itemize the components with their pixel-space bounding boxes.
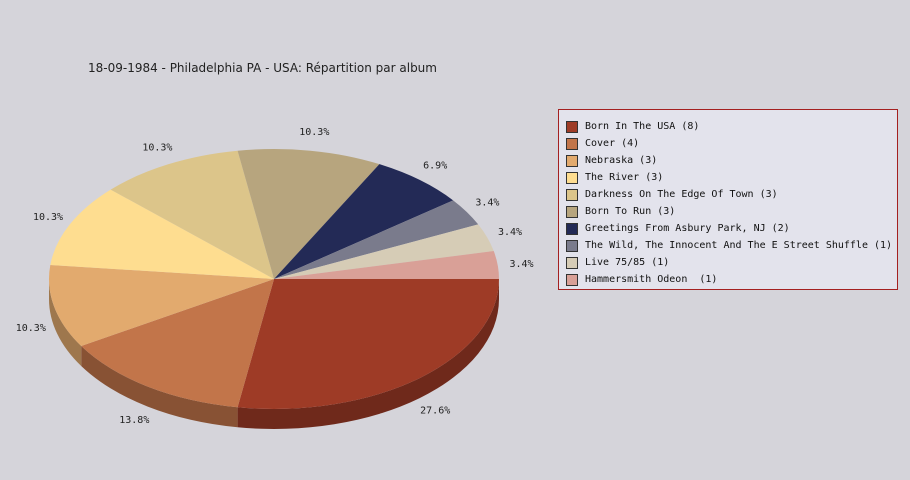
legend-swatch xyxy=(566,205,578,218)
pie-percent-label: 6.9% xyxy=(423,161,447,172)
pie-labels: 27.6% 13.8% 10.3% 10.3% 10.3% 10.3% 6.9% 3.4% 3.… xyxy=(16,127,534,426)
legend-item: Darkness On The Edge Of Town (3) xyxy=(566,186,897,203)
legend-item: Greetings From Asbury Park, NJ (2) xyxy=(566,220,897,237)
legend-item: The River (3) xyxy=(566,169,897,186)
legend-label: Born In The USA (8) xyxy=(585,121,700,132)
legend-swatch xyxy=(566,256,578,269)
legend-swatch xyxy=(566,154,578,167)
legend-item: Cover (4) xyxy=(566,135,897,152)
legend-swatch xyxy=(566,222,578,235)
legend-swatch xyxy=(566,188,578,201)
pie-percent-label: 13.8% xyxy=(119,415,149,426)
pie-slices xyxy=(48,149,499,409)
pie-slice-7 xyxy=(274,200,479,279)
pie-slice-2 xyxy=(48,264,274,347)
legend-item: Live 75/85 (1) xyxy=(566,254,897,271)
legend-swatch xyxy=(566,137,578,150)
pie-side-1 xyxy=(81,346,238,428)
pie-percent-label: 3.4% xyxy=(498,227,522,238)
pie-slice-8 xyxy=(274,224,494,279)
pie-slice-3 xyxy=(50,189,275,279)
pie-slice-0 xyxy=(237,279,499,409)
legend-label: Greetings From Asbury Park, NJ (2) xyxy=(585,223,790,234)
legend-label: Born To Run (3) xyxy=(585,206,676,217)
legend-swatch xyxy=(566,171,578,184)
pie-percent-label: 10.3% xyxy=(299,127,329,138)
chart-title: 18-09-1984 - Philadelphia PA - USA: Répa… xyxy=(88,61,437,75)
legend-label: Nebraska (3) xyxy=(585,155,658,166)
legend-label: Cover (4) xyxy=(585,138,640,149)
pie-side-2 xyxy=(49,279,82,367)
legend-item: Born To Run (3) xyxy=(566,203,897,220)
legend-swatch xyxy=(566,120,578,133)
pie-slice-4 xyxy=(110,150,274,279)
pie-percent-label: 10.3% xyxy=(142,143,172,154)
pie-slice-1 xyxy=(81,279,274,408)
pie-percent-label: 3.4% xyxy=(509,259,533,270)
legend-label: The River (3) xyxy=(585,172,664,183)
legend-label: The Wild, The Innocent And The E Street … xyxy=(585,240,893,251)
legend-item: Hammersmith Odeon (1) xyxy=(566,271,897,288)
legend-swatch xyxy=(566,273,578,286)
legend-item: The Wild, The Innocent And The E Street … xyxy=(566,237,897,254)
pie-percent-label: 3.4% xyxy=(475,198,499,209)
legend-item: Nebraska (3) xyxy=(566,152,897,169)
pie-slice-9 xyxy=(274,251,499,279)
pie-percent-label: 10.3% xyxy=(16,323,46,334)
pie-slice-5 xyxy=(237,149,380,279)
pie-percent-label: 27.6% xyxy=(420,405,450,416)
pie-side-0 xyxy=(237,279,499,429)
legend-swatch xyxy=(566,239,578,252)
legend-label: Darkness On The Edge Of Town (3) xyxy=(585,189,778,200)
legend-label: Hammersmith Odeon (1) xyxy=(585,274,718,285)
pie-sides xyxy=(49,279,499,429)
legend-label: Live 75/85 (1) xyxy=(585,257,670,268)
pie-slice-6 xyxy=(274,164,454,279)
legend-item: Born In The USA (8) xyxy=(566,118,897,135)
legend: Born In The USA (8) Cover (4) Nebraska (3)… xyxy=(558,109,898,290)
pie-percent-label: 10.3% xyxy=(33,212,63,223)
